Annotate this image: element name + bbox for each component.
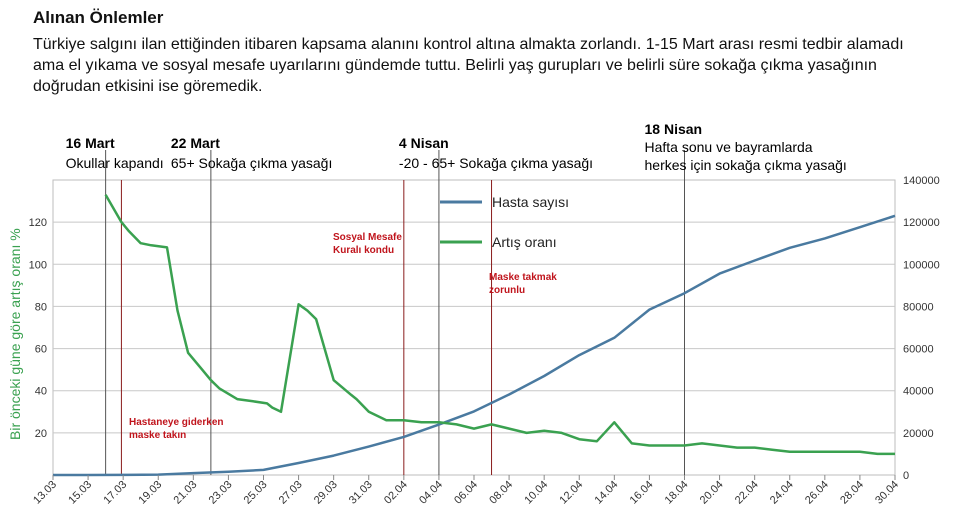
x-tick-label: 14.04 [593, 479, 621, 507]
x-tick-label: 31.03 [347, 479, 375, 507]
x-tick-label: 24.04 [768, 479, 796, 507]
intro-paragraph: Türkiye salgını ilan ettiğinden itibaren… [33, 36, 904, 95]
left-tick-label: 40 [35, 386, 47, 398]
right-tick-label: 60000 [903, 344, 934, 356]
event-text: Hafta sonu ve bayramlarda [645, 139, 813, 155]
right-tick-label: 140000 [903, 175, 940, 187]
grid [52, 179, 896, 476]
right-axis-ticks: 0 20000 40000 60000 80000 100000 120000 140000 [903, 175, 940, 482]
legend-label: Artış oranı [492, 234, 557, 250]
right-tick-label: 0 [903, 470, 909, 482]
event-date: 22 Mart [171, 135, 220, 151]
x-tick-label: 08.04 [487, 479, 515, 507]
left-tick-label: 80 [35, 301, 47, 313]
annotation-text: maske takın [129, 430, 186, 441]
event-lines [105, 150, 685, 475]
x-tick-label: 26.04 [803, 479, 831, 507]
legend: Hasta sayısı Artış oranı [440, 194, 569, 250]
right-tick-label: 20000 [903, 428, 934, 440]
x-tick-label: 12.04 [557, 479, 585, 507]
left-tick-label: 20 [35, 428, 47, 440]
series-lines [53, 194, 896, 477]
x-tick-label: 21.03 [172, 479, 200, 507]
right-tick-label: 100000 [903, 259, 940, 271]
left-tick-label: 100 [29, 259, 47, 271]
x-tick-label: 25.03 [242, 479, 270, 507]
event-text: -20 - 65+ Sokağa çıkma yasağı [399, 155, 593, 171]
event-date: 18 Nisan [645, 121, 703, 137]
left-tick-label: 120 [29, 217, 47, 229]
event-date: 4 Nisan [399, 135, 449, 151]
x-axis-ticks: 13.03 15.03 17.03 19.03 21.03 23.03 25.03 27.03… [31, 475, 901, 507]
x-tick-label: 18.04 [663, 479, 691, 507]
y-axis-label: Bir önceki güne göre artış oranı % [7, 228, 23, 440]
series-line-artis-orani [104, 194, 895, 456]
event-labels: 16 Mart Okullar kapandı 22 Mart 65+ Sokağa … [66, 121, 847, 173]
event-text: 65+ Sokağa çıkma yasağı [171, 155, 333, 171]
series-line-hasta-sayisi [53, 214, 896, 477]
event-text: Okullar kapandı [66, 155, 164, 171]
x-tick-label: 27.03 [277, 479, 305, 507]
annotation-text: Sosyal Mesafe [333, 232, 402, 243]
event-text: herkes için sokağa çıkma yasağı [645, 157, 847, 173]
x-tick-label: 29.03 [312, 479, 340, 507]
legend-label: Hasta sayısı [492, 194, 569, 210]
left-tick-label: 60 [35, 344, 47, 356]
x-tick-label: 16.04 [628, 479, 656, 507]
x-tick-label: 28.04 [838, 479, 866, 507]
x-tick-label: 23.03 [207, 479, 235, 507]
annotation-text: Kuralı kondu [333, 245, 394, 256]
x-tick-label: 02.04 [382, 479, 410, 507]
x-tick-label: 22.04 [733, 479, 761, 507]
right-tick-label: 40000 [903, 386, 934, 398]
x-tick-label: 13.03 [31, 479, 59, 507]
page-title: Alınan Önlemler [33, 8, 164, 27]
x-tick-label: 15.03 [66, 479, 94, 507]
x-tick-label: 17.03 [101, 479, 129, 507]
x-tick-label: 10.04 [522, 479, 550, 507]
x-tick-label: 19.03 [136, 479, 164, 507]
x-tick-label: 06.04 [452, 479, 480, 507]
x-tick-label: 04.04 [417, 479, 445, 507]
annotation-text: Maske takmak [489, 272, 557, 283]
right-tick-label: 80000 [903, 301, 934, 313]
left-axis-ticks: 20 40 60 80 100 120 [29, 217, 47, 440]
x-tick-label: 20.04 [698, 479, 726, 507]
x-tick-label: 30.04 [873, 479, 901, 507]
annotation-text: Hastaneye giderken [129, 417, 224, 428]
annotation-text: zorunlu [489, 285, 525, 296]
event-date: 16 Mart [66, 135, 115, 151]
annotations: Hastaneye giderken maske takın Sosyal Mesa… [129, 232, 557, 441]
right-tick-label: 120000 [903, 217, 940, 229]
